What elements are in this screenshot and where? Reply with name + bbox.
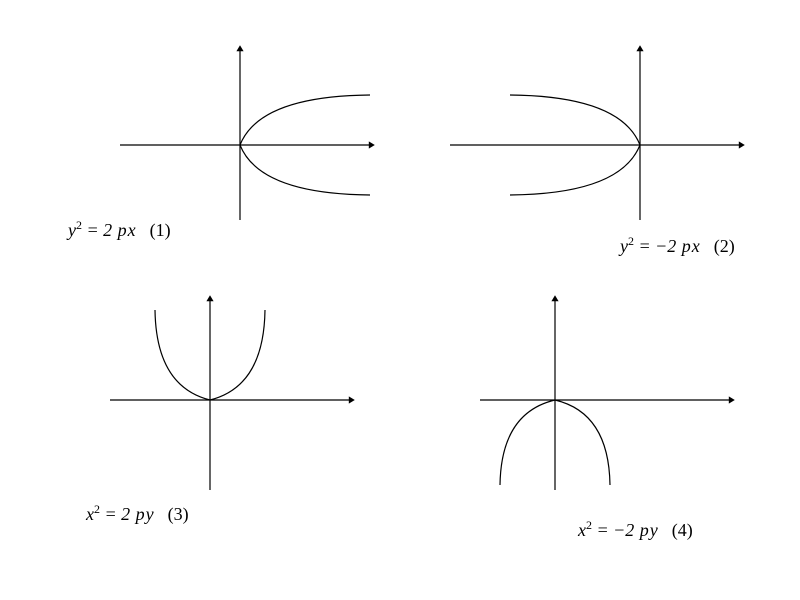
equation-label-4: x2 = −2 py(4) bbox=[578, 518, 693, 541]
parabola-svg-1 bbox=[110, 40, 370, 230]
x-axis-arrow-icon bbox=[729, 396, 735, 403]
parabola-svg-3 bbox=[100, 290, 360, 500]
parabola-svg-4 bbox=[470, 290, 740, 500]
parabola-diagram-2 bbox=[440, 40, 750, 230]
y-axis-arrow-icon bbox=[551, 295, 558, 301]
parabola-diagram-4 bbox=[470, 290, 740, 500]
y-axis-arrow-icon bbox=[236, 45, 243, 51]
parabola-svg-2 bbox=[440, 40, 750, 230]
parabola-diagram-3 bbox=[100, 290, 360, 500]
y-axis-arrow-icon bbox=[206, 295, 213, 301]
parabola-diagram-1 bbox=[110, 40, 370, 230]
equation-label-1: y2 = 2 px(1) bbox=[68, 218, 171, 241]
x-axis-arrow-icon bbox=[739, 141, 745, 148]
y-axis-arrow-icon bbox=[636, 45, 643, 51]
x-axis-arrow-icon bbox=[349, 396, 355, 403]
equation-label-2: y2 = −2 px(2) bbox=[620, 234, 735, 257]
x-axis-arrow-icon bbox=[369, 141, 375, 148]
equation-label-3: x2 = 2 py(3) bbox=[86, 502, 189, 525]
